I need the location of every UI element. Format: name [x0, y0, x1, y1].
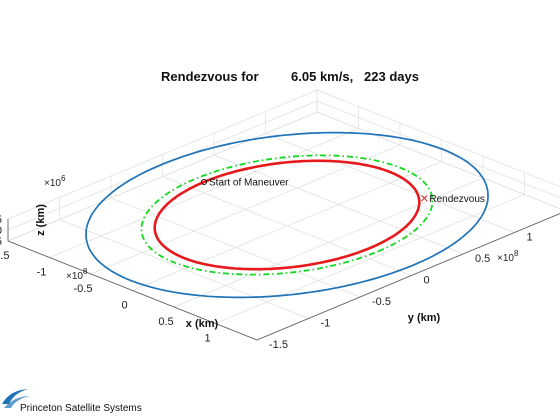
x-axis-label: x (km)	[186, 318, 219, 330]
y-axis-line	[256, 213, 560, 341]
annotations: Start of Maneuver Rendezvous	[200, 178, 485, 205]
wall-grid-line	[7, 89, 318, 220]
z-tick-label: -5	[0, 236, 2, 248]
y-tick-label: -1	[321, 318, 331, 330]
grid-line-y	[265, 133, 515, 233]
logo-text: Princeton Satellite Systems	[20, 403, 142, 414]
x-tick-label: 1	[204, 333, 210, 345]
x-tick-label: -1	[37, 267, 47, 279]
x-tick-label: 0	[121, 300, 127, 312]
y-tick-label: 0.5	[475, 253, 490, 265]
marker-stroke	[421, 195, 428, 202]
y-tick-label: -1.5	[269, 339, 288, 351]
y-axis-exponent: ×108	[497, 249, 519, 264]
y-tick-label: 0	[424, 275, 430, 287]
wall-grid-line	[316, 100, 560, 198]
axis-ticks: -1.5-1-0.500.51-1.5-1-0.500.51-505	[0, 214, 533, 351]
chart-grid	[7, 89, 560, 341]
wall-grid-line	[316, 89, 560, 187]
blue-orbit-line	[85, 131, 489, 299]
orbit-curves	[85, 131, 489, 299]
rendezvous-marker	[421, 195, 428, 202]
z-axis-label: z (km)	[35, 204, 47, 236]
wall-grid-line	[7, 100, 318, 231]
x-tick-label: -1.5	[0, 250, 9, 262]
z-tick-label: 5	[0, 214, 2, 226]
x-axis-line	[7, 240, 258, 341]
grid-line-y	[162, 176, 412, 276]
z-tick-label: 0	[0, 225, 2, 237]
start-marker	[200, 178, 208, 186]
y-tick-label: -0.5	[372, 296, 391, 308]
pss-swoosh-logo	[2, 389, 30, 408]
rendezvous-label: Rendezvous	[429, 194, 485, 205]
x-tick-label: 0.5	[158, 316, 173, 328]
grid-line-y	[213, 154, 464, 255]
y-tick-label: 1	[527, 232, 533, 244]
start-of-maneuver-label: Start of Maneuver	[209, 178, 289, 189]
wall-grid-line	[316, 111, 560, 209]
red-orbit-line	[153, 159, 421, 271]
chart-title: Rendezvous for 6.05 km/s, 223 days	[161, 69, 419, 84]
green-orbit-line	[140, 154, 434, 276]
y-axis-label: y (km)	[408, 312, 441, 324]
x-axis-exponent: ×108	[66, 267, 88, 282]
x-tick-label: -0.5	[74, 283, 93, 295]
wall-grid-line	[7, 111, 318, 242]
z-axis-exponent: ×106	[44, 174, 66, 189]
